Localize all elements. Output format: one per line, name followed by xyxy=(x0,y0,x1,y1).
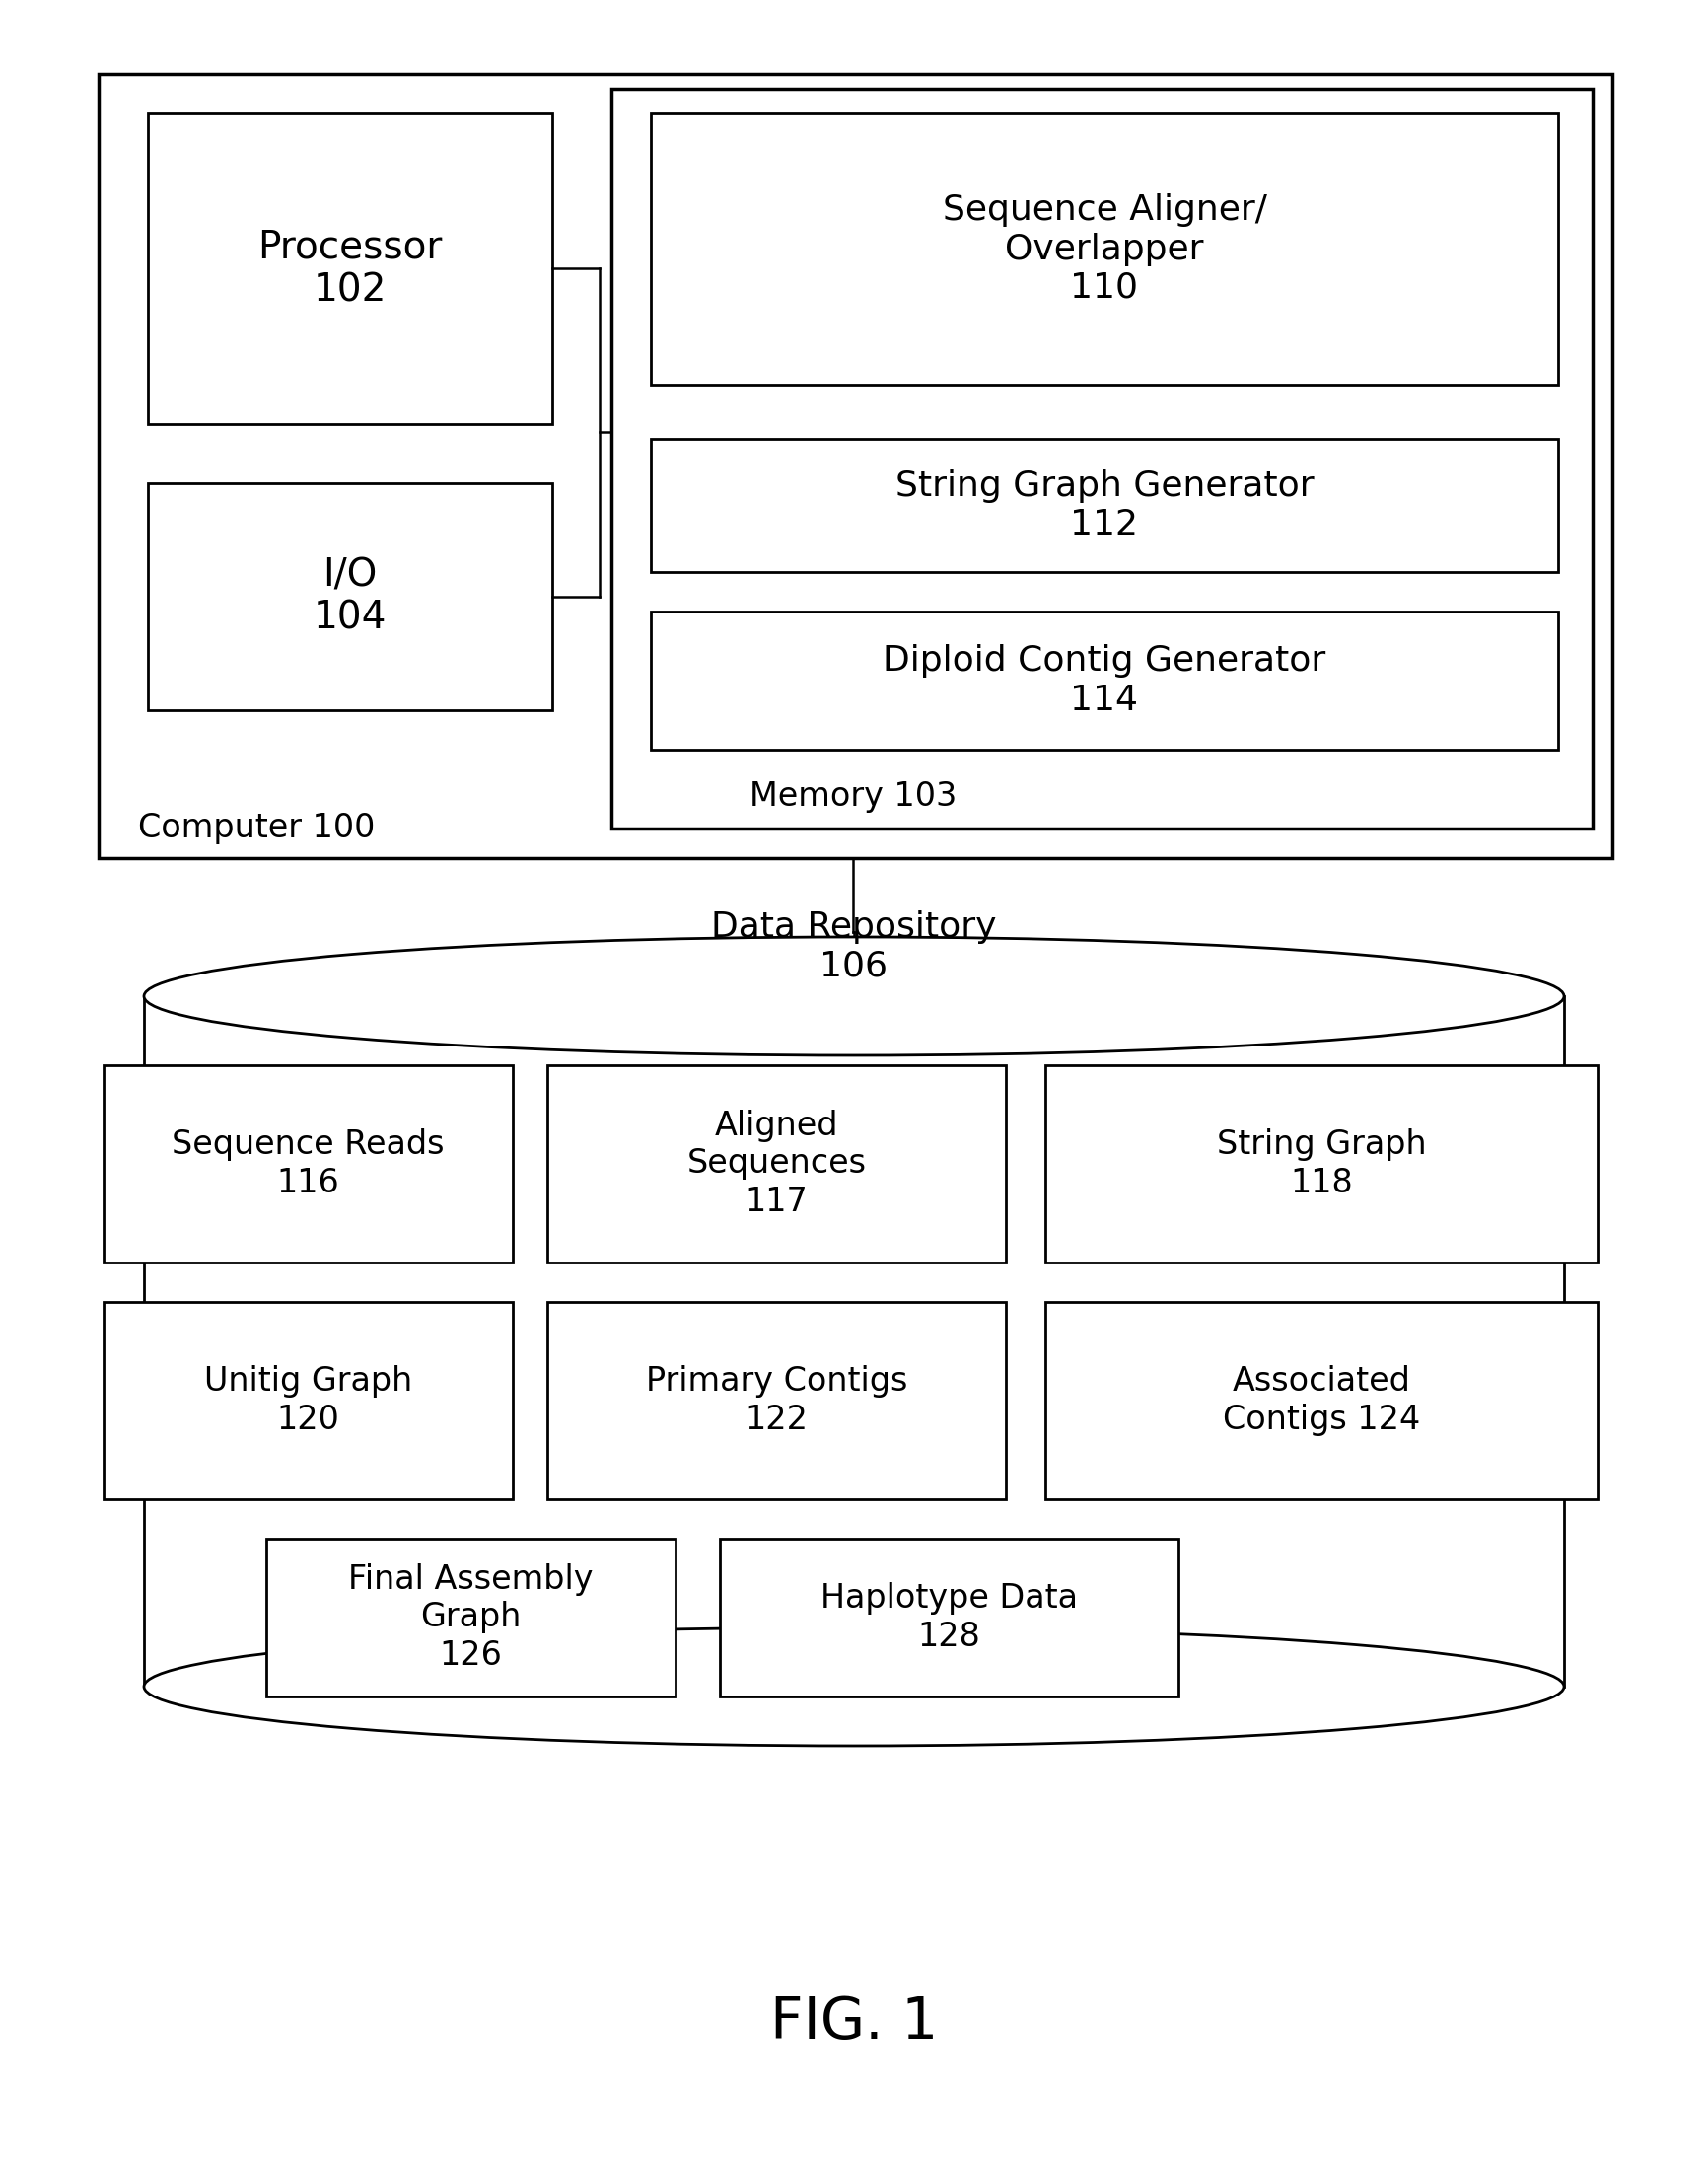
Bar xyxy=(143,996,1563,1687)
Text: Memory 103: Memory 103 xyxy=(750,782,956,814)
Text: Final Assembly
Graph
126: Final Assembly Graph 126 xyxy=(348,1563,593,1671)
Text: Computer 100: Computer 100 xyxy=(138,812,374,844)
Text: Haplotype Data
128: Haplotype Data 128 xyxy=(820,1583,1078,1652)
Text: Sequence Aligner/
Overlapper
110: Sequence Aligner/ Overlapper 110 xyxy=(941,193,1266,305)
Bar xyxy=(651,439,1558,572)
Ellipse shape xyxy=(143,1628,1563,1745)
Bar xyxy=(104,1065,512,1262)
Bar xyxy=(547,1301,1006,1498)
Text: Primary Contigs
122: Primary Contigs 122 xyxy=(646,1366,907,1435)
Bar xyxy=(104,1301,512,1498)
Bar xyxy=(149,483,552,710)
Text: Aligned
Sequences
117: Aligned Sequences 117 xyxy=(687,1111,866,1219)
Bar xyxy=(651,113,1558,385)
Text: I/O
104: I/O 104 xyxy=(313,556,386,637)
Text: String Graph
118: String Graph 118 xyxy=(1216,1128,1426,1199)
Bar xyxy=(266,1539,675,1697)
Bar xyxy=(99,74,1611,857)
Text: Data Repository
106: Data Repository 106 xyxy=(711,911,996,983)
Text: Associated
Contigs 124: Associated Contigs 124 xyxy=(1221,1366,1419,1435)
Ellipse shape xyxy=(143,937,1563,1054)
Text: String Graph Generator
112: String Graph Generator 112 xyxy=(895,470,1313,541)
Bar xyxy=(719,1539,1179,1697)
Bar xyxy=(611,89,1592,829)
Text: Unitig Graph
120: Unitig Graph 120 xyxy=(203,1366,412,1435)
Text: Diploid Contig Generator
114: Diploid Contig Generator 114 xyxy=(883,645,1325,717)
Text: Sequence Reads
116: Sequence Reads 116 xyxy=(173,1128,444,1199)
Bar xyxy=(1045,1301,1597,1498)
Text: FIG. 1: FIG. 1 xyxy=(770,1994,938,2050)
Bar xyxy=(651,611,1558,749)
Bar xyxy=(547,1065,1006,1262)
Bar xyxy=(1045,1065,1597,1262)
Text: Processor
102: Processor 102 xyxy=(258,227,442,310)
Bar xyxy=(149,113,552,424)
